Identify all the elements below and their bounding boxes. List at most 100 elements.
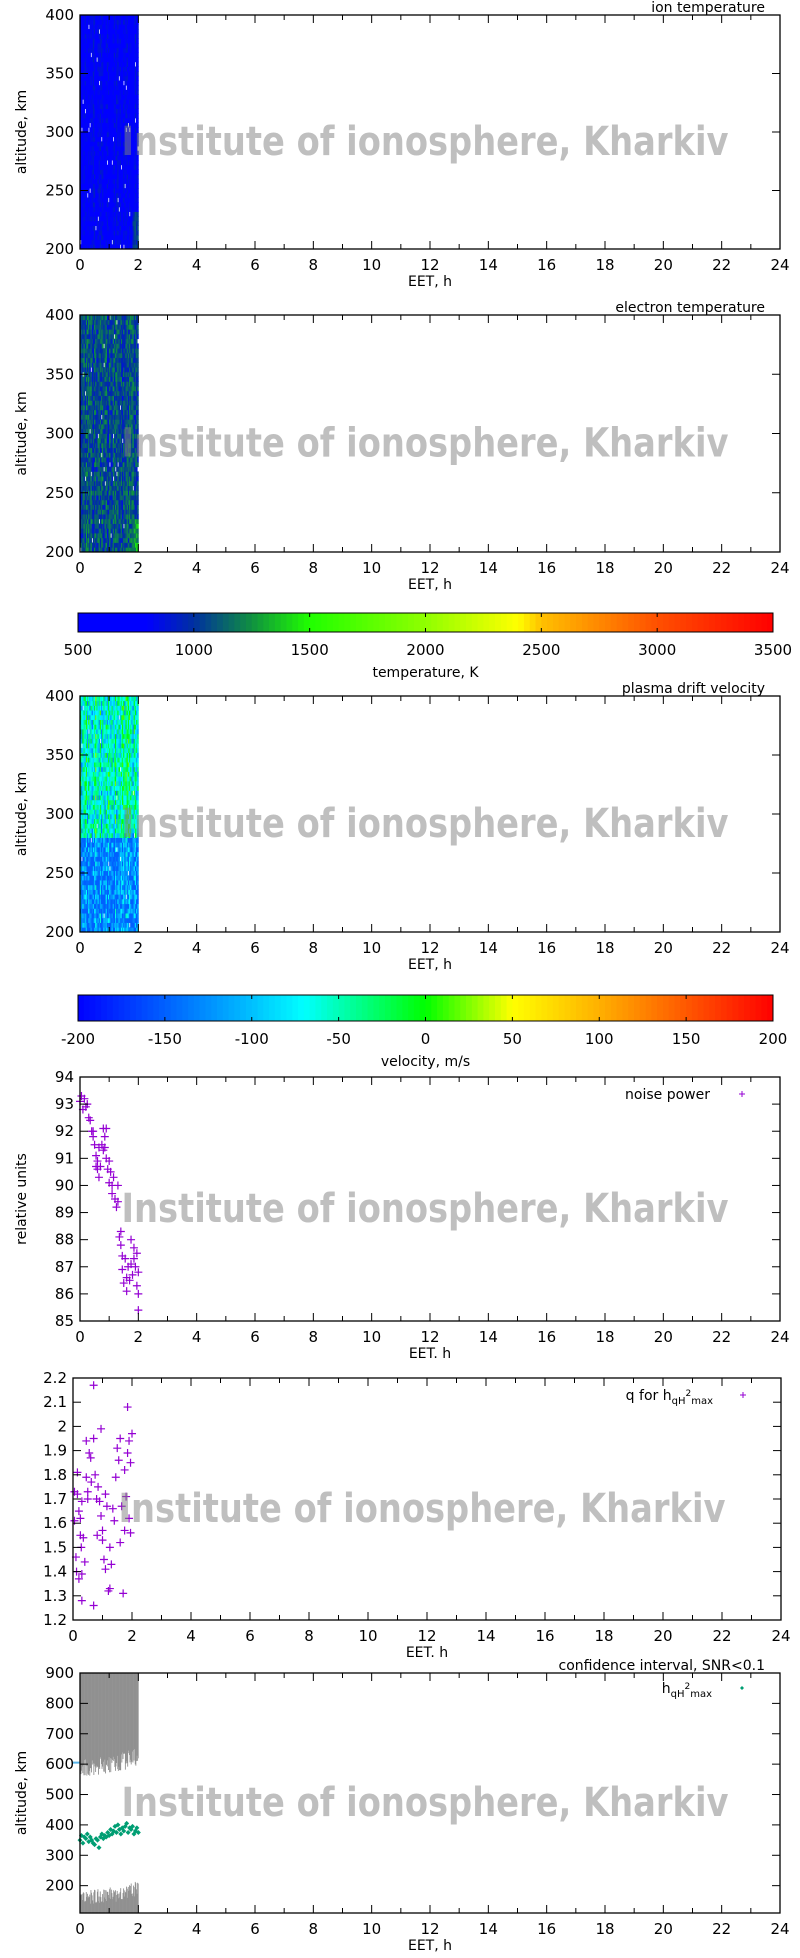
heatmap-cell [113, 155, 116, 161]
heatmap-cell [95, 476, 97, 482]
heatmap-cell [102, 537, 104, 543]
heatmap-cell [131, 202, 133, 208]
heatmap-cell [84, 117, 87, 124]
heatmap-cell [92, 239, 95, 245]
heatmap-cell [106, 348, 109, 354]
heatmap-cell [130, 333, 132, 340]
heatmap-cell [113, 457, 116, 463]
heatmap-cell [120, 169, 123, 175]
heatmap-cell [122, 225, 124, 231]
heatmap-cell [95, 94, 97, 100]
heatmap-cell [133, 523, 136, 529]
heatmap-cell [95, 71, 97, 77]
heatmap-cell [96, 85, 98, 91]
heatmap-cell [110, 136, 112, 142]
heatmap-cell [136, 24, 138, 30]
heatmap-cell [95, 136, 97, 142]
heatmap-cell [131, 376, 133, 382]
heatmap-cell [105, 29, 108, 35]
heatmap-cell [119, 509, 122, 515]
heatmap-cell [97, 315, 100, 321]
heatmap-cell [132, 438, 135, 444]
heatmap-cell [85, 537, 88, 543]
heatmap-cell [133, 141, 136, 147]
heatmap-cell [85, 174, 88, 180]
heatmap-cell [92, 117, 95, 124]
heatmap-cell [102, 122, 104, 128]
heatmap-cell [106, 146, 109, 152]
heatmap-cell [83, 127, 86, 133]
heatmap-cell [134, 343, 137, 349]
heatmap-cell [95, 547, 97, 553]
heatmap-cell [117, 160, 119, 166]
heatmap-cell [88, 15, 90, 21]
heatmap-cell [99, 52, 102, 58]
heatmap-cell [120, 29, 123, 35]
heatmap-cell [129, 480, 131, 487]
heatmap-cell [104, 409, 107, 415]
heatmap-cell [112, 381, 115, 387]
heatmap-cell [80, 400, 82, 406]
heatmap-cell [95, 509, 97, 515]
heatmap-cell [127, 495, 130, 501]
heatmap-cell [130, 38, 132, 44]
heatmap-cell [130, 57, 132, 63]
heatmap-cell [109, 476, 111, 482]
heatmap-cell [83, 192, 86, 198]
heatmap-cell [117, 192, 119, 198]
heatmap-cell [81, 324, 83, 330]
heatmap-cell [84, 141, 87, 147]
heatmap-cell [99, 113, 102, 119]
heatmap-cell [110, 33, 112, 39]
heatmap-cell [113, 424, 116, 430]
heatmap-cell [120, 528, 123, 534]
heatmap-cell [133, 457, 136, 463]
heatmap-cell [129, 424, 131, 430]
heatmap-cell [116, 490, 118, 496]
heatmap-cell [91, 183, 94, 189]
heatmap-cell [132, 442, 135, 449]
heatmap-cell [126, 343, 129, 349]
heatmap-cell [127, 542, 130, 548]
heatmap-cell [80, 405, 82, 411]
heatmap-cell [117, 15, 119, 21]
heatmap-cell [115, 136, 117, 142]
heatmap-cell [94, 490, 96, 496]
heatmap-cell [109, 542, 111, 548]
heatmap-cell [99, 211, 102, 217]
heatmap-cell [92, 405, 95, 411]
heatmap-cell [82, 533, 84, 539]
heatmap-cell [96, 188, 98, 194]
heatmap-cell [96, 528, 98, 534]
heatmap-cell [117, 499, 119, 505]
heatmap-cell [91, 52, 94, 58]
heatmap-cell [106, 438, 109, 444]
heatmap-cell [82, 315, 84, 321]
heatmap-cell [118, 357, 121, 363]
heatmap-cell [117, 352, 119, 359]
heatmap-cell [87, 457, 89, 463]
heatmap-cell [105, 509, 108, 515]
heatmap-cell [122, 75, 124, 81]
heatmap-cell [118, 113, 121, 119]
heatmap-cell [122, 499, 124, 505]
heatmap-cell [109, 424, 111, 430]
heatmap-cell [129, 75, 131, 81]
heatmap-cell [95, 319, 97, 325]
heatmap-cell [97, 442, 100, 449]
heatmap-cell [92, 169, 95, 175]
heatmap-cell [115, 537, 117, 543]
heatmap-cell [106, 24, 109, 30]
heatmap-cell [88, 192, 90, 198]
heatmap-cell [136, 122, 138, 128]
heatmap-cell [88, 80, 90, 86]
heatmap-cell [120, 381, 123, 387]
heatmap-cell [96, 457, 98, 463]
heatmap-cell [131, 146, 133, 152]
heatmap-cell [122, 405, 124, 411]
heatmap-cell [117, 452, 119, 458]
heatmap-cell [136, 57, 138, 63]
heatmap-cell [129, 216, 131, 222]
heatmap-cell [96, 15, 98, 21]
heatmap-cell [110, 220, 112, 226]
